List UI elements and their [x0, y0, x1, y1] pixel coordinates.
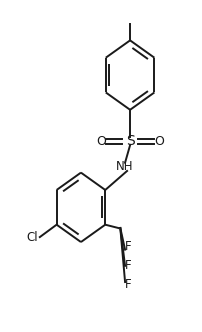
Text: F: F — [125, 240, 131, 254]
Text: O: O — [154, 135, 164, 148]
Text: F: F — [125, 278, 131, 291]
Text: O: O — [96, 135, 106, 148]
Text: Cl: Cl — [26, 231, 38, 244]
Text: S: S — [126, 134, 135, 148]
Text: NH: NH — [116, 160, 134, 174]
Text: F: F — [125, 259, 131, 272]
